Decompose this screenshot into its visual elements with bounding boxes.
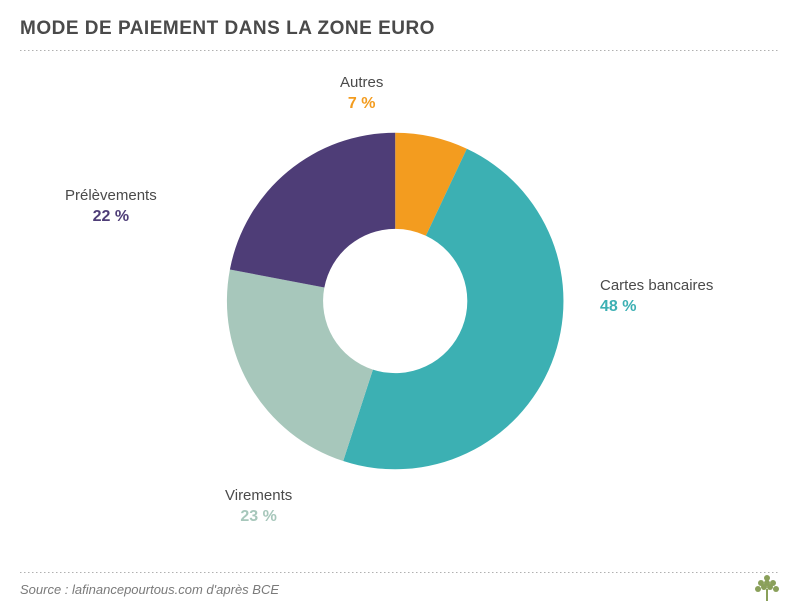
- label-prélèvements: Prélèvements22 %: [65, 186, 157, 228]
- divider-bottom: [20, 572, 780, 573]
- slice-prélèvements: [230, 133, 395, 288]
- chart-title: MODE DE PAIEMENT DANS LA ZONE EURO: [0, 0, 800, 50]
- label-cartes-bancaires: Cartes bancaires48 %: [600, 276, 713, 318]
- slice-virements: [227, 269, 373, 461]
- chart-area: Autres7 % Cartes bancaires48 % Virements23…: [0, 51, 800, 551]
- tree-icon: [752, 575, 782, 601]
- label-virements: Virements23 %: [225, 486, 292, 528]
- label-autres: Autres7 %: [340, 73, 383, 115]
- source-text: Source : lafinancepourtous.com d'après B…: [20, 582, 279, 597]
